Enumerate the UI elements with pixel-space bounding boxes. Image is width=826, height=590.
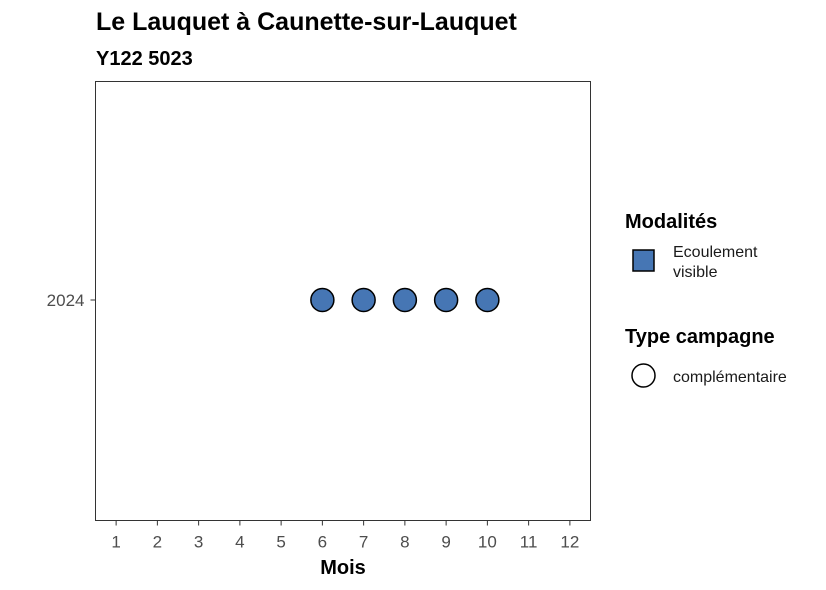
x-tick-label: 11 xyxy=(520,533,538,552)
x-tick-label: 8 xyxy=(400,533,409,552)
y-tick-label: 2024 xyxy=(47,291,85,310)
y-axis: 2024 xyxy=(47,291,96,310)
legend: Modalités Ecoulement visible Type campagne c… xyxy=(625,211,787,388)
x-tick-label: 9 xyxy=(441,533,450,552)
plot-panel xyxy=(95,81,591,521)
chart-title: Le Lauquet à Caunette-sur-Lauquet xyxy=(96,8,518,36)
x-tick-label: 4 xyxy=(235,533,244,552)
data-points xyxy=(310,287,500,313)
legend-title-modalites: Modalités xyxy=(625,211,717,233)
x-tick-label: 7 xyxy=(359,533,368,552)
x-tick-label: 3 xyxy=(194,533,203,552)
data-point xyxy=(433,287,459,313)
x-axis-title: Mois xyxy=(320,557,366,579)
x-tick-label: 5 xyxy=(276,533,285,552)
legend-title-type-campagne: Type campagne xyxy=(625,326,775,348)
legend-key-circle xyxy=(631,363,656,388)
x-tick-label: 10 xyxy=(478,533,497,552)
x-tick-label: 6 xyxy=(318,533,327,552)
legend-label-complementaire: complémentaire xyxy=(673,369,787,386)
legend-label-ecoulement-visible: Ecoulement visible xyxy=(673,244,758,281)
x-axis: 1 2 3 4 5 6 7 8 9 10 11 12 xyxy=(111,520,579,552)
x-tick-label: 12 xyxy=(560,533,579,552)
data-point xyxy=(351,287,376,313)
x-tick-label: 2 xyxy=(153,533,162,552)
data-point xyxy=(475,287,500,313)
x-tick-label: 1 xyxy=(111,533,120,552)
data-point xyxy=(392,287,418,313)
data-point xyxy=(310,287,335,313)
legend-key-square xyxy=(632,249,655,272)
chart-subtitle: Y122 5023 xyxy=(96,48,193,70)
